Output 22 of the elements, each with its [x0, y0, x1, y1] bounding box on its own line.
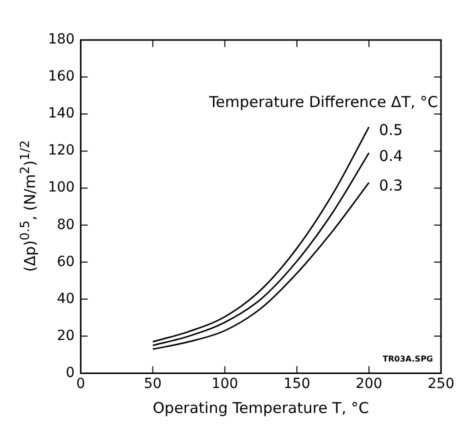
annotation: TR03A.SPG	[382, 354, 433, 364]
y-tick-label: 160	[48, 68, 75, 85]
y-tick-label: 100	[48, 180, 75, 196]
y-tick-label: 120	[48, 142, 75, 159]
x-tick-label: 0	[76, 376, 86, 392]
legend-label: 0.4	[378, 146, 403, 165]
x-axis-title: Operating Temperature T, °C	[152, 398, 369, 417]
y-tick-label: 40	[56, 290, 75, 307]
x-tick-label: 100	[211, 376, 238, 392]
y-tick-label: 180	[48, 32, 75, 48]
legend-title: Temperature Difference ΔT, °C	[208, 92, 438, 111]
legend-label: 0.3	[378, 176, 403, 194]
x-tick-label: 150	[284, 376, 310, 392]
y-tick-label: 140	[48, 106, 75, 122]
y-tick-label: 0	[66, 364, 75, 381]
y-tick-label: 80	[56, 216, 75, 233]
x-tick-label: 50	[144, 376, 162, 392]
x-tick-label: 200	[356, 376, 382, 392]
y-tick-label: 60	[56, 254, 75, 270]
y-tick-label: 20	[56, 328, 75, 344]
series-label: 0.5	[378, 120, 403, 139]
x-tick-label: 250	[428, 376, 454, 392]
